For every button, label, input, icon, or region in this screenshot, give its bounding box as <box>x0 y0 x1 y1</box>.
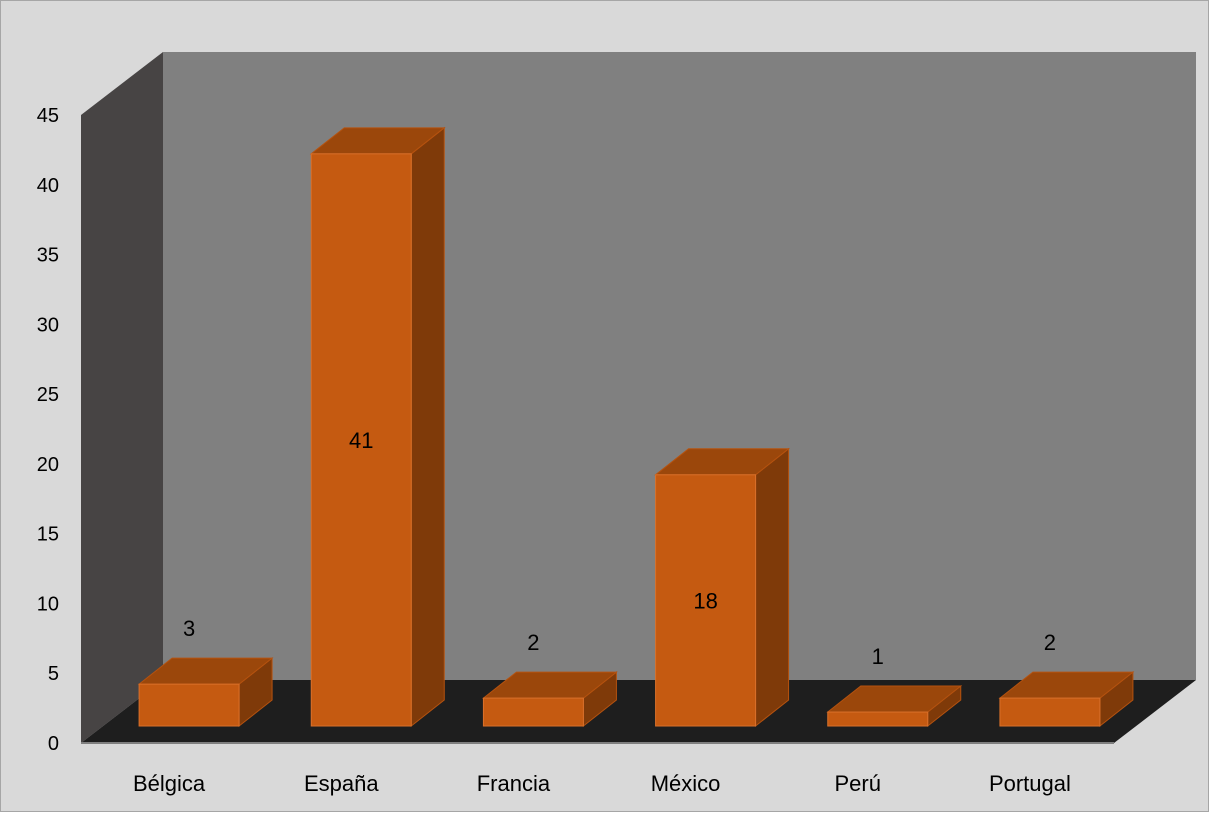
bar-front <box>138 683 240 727</box>
data-labels: 3 41 2 18 1 2 <box>183 428 1056 669</box>
y-tick-label: 20 <box>37 454 59 476</box>
y-tick-label: 35 <box>37 245 59 267</box>
chart-walls <box>81 52 1196 744</box>
data-label: 18 <box>693 588 717 613</box>
y-tick-label: 0 <box>48 733 59 755</box>
data-label: 2 <box>1044 630 1056 655</box>
bar <box>998 671 1135 728</box>
y-tick-label: 45 <box>37 105 59 127</box>
y-tick-label: 40 <box>37 175 59 197</box>
x-axis: Bélgica España Francia México Perú Portugal <box>133 771 1071 796</box>
y-tick-label: 30 <box>37 314 59 336</box>
bar <box>309 126 446 728</box>
x-category-label: México <box>651 771 721 796</box>
x-category-label: Perú <box>835 771 881 796</box>
data-label: 3 <box>183 616 195 641</box>
bar-side <box>755 447 790 728</box>
data-label: 1 <box>872 644 884 669</box>
bar <box>481 671 618 728</box>
y-tick-label: 15 <box>37 524 59 546</box>
x-category-label: Portugal <box>989 771 1071 796</box>
data-label: 41 <box>349 428 373 453</box>
y-tick-label: 25 <box>37 384 59 406</box>
bar-front <box>999 697 1101 727</box>
bar <box>826 685 963 728</box>
y-tick-label: 10 <box>37 593 59 615</box>
bar <box>137 657 274 728</box>
y-axis: 0 5 10 15 20 25 30 35 40 45 <box>37 105 59 755</box>
bar-side <box>410 126 445 728</box>
bar-front <box>827 711 929 727</box>
bar-front <box>482 697 584 727</box>
x-category-label: Bélgica <box>133 771 206 796</box>
y-tick-label: 5 <box>48 663 59 685</box>
bar-front <box>655 474 757 727</box>
bar <box>654 447 791 728</box>
side-wall <box>81 52 163 743</box>
x-category-label: España <box>304 771 379 796</box>
data-label: 2 <box>527 630 539 655</box>
bar-front <box>310 153 412 727</box>
x-category-label: Francia <box>477 771 551 796</box>
bars <box>137 126 1135 728</box>
